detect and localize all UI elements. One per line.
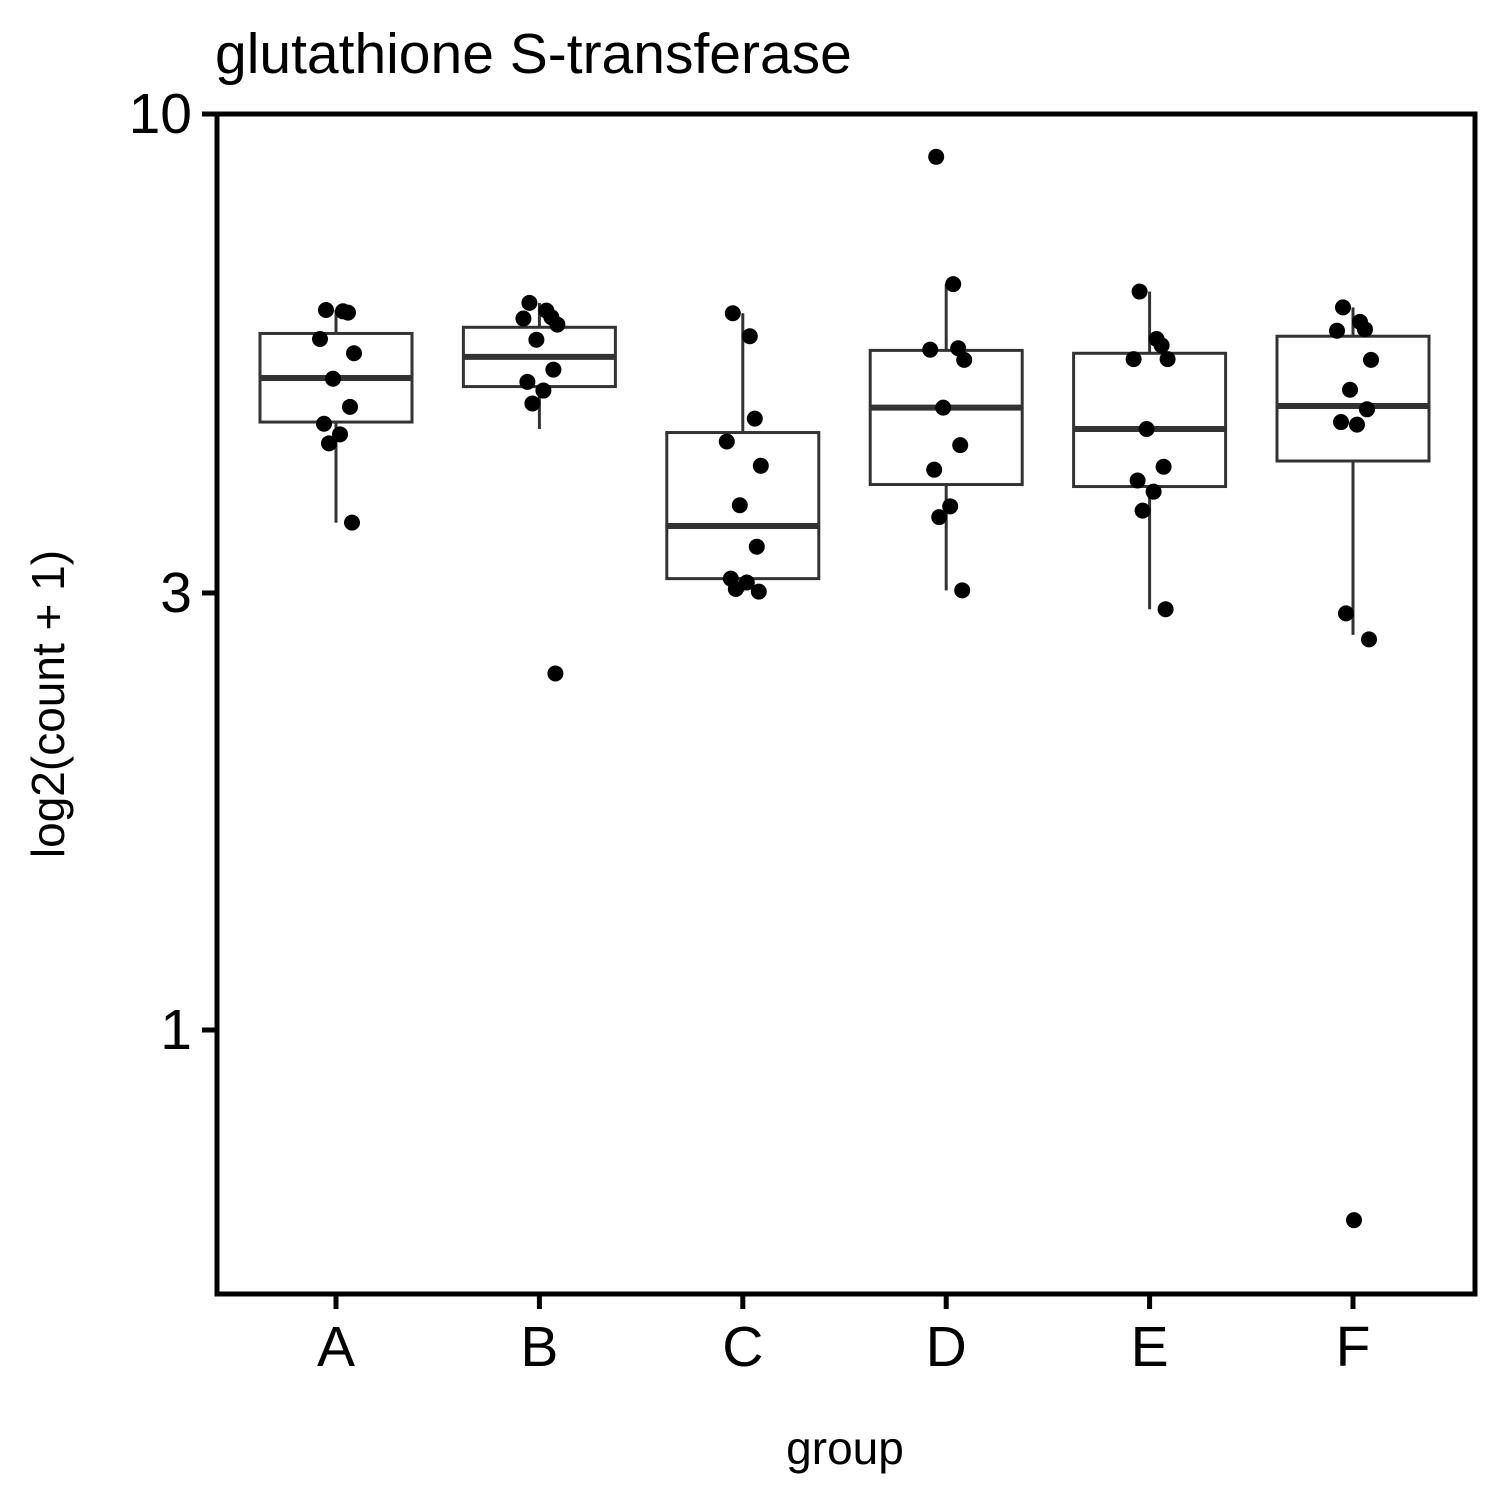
data-point: [935, 399, 952, 416]
data-point: [1153, 337, 1170, 354]
data-point: [547, 665, 564, 682]
data-point: [954, 582, 971, 599]
x-tick-label: D: [926, 1315, 967, 1379]
x-tick-label: B: [520, 1315, 558, 1379]
data-point: [1125, 351, 1142, 368]
box-group-c: [665, 313, 821, 592]
box-group-e: [1072, 291, 1228, 610]
box-group-f: [1275, 307, 1431, 635]
data-point: [731, 497, 748, 514]
data-point: [316, 415, 332, 432]
plot-content: [258, 148, 1431, 1229]
data-point: [1342, 381, 1358, 398]
data-point: [750, 583, 767, 600]
data-point: [549, 316, 566, 333]
data-point: [312, 331, 328, 348]
chart-title: glutathione S-transferase: [215, 22, 852, 86]
data-point: [741, 328, 758, 345]
iqr-box: [1275, 334, 1431, 463]
plot-panel-border: [214, 111, 1478, 1297]
data-point: [1346, 1212, 1362, 1229]
data-point: [1145, 483, 1162, 500]
data-point: [1333, 414, 1349, 431]
x-tick-label: E: [1131, 1315, 1169, 1379]
data-point: [1159, 351, 1176, 368]
y-axis-title: log2(count + 1): [22, 550, 74, 858]
data-point: [535, 382, 552, 399]
data-point: [922, 341, 939, 358]
data-point: [1134, 502, 1151, 519]
data-point: [1157, 601, 1174, 618]
data-point: [942, 498, 959, 515]
iqr-box: [868, 348, 1024, 487]
x-tick-label: A: [317, 1315, 355, 1379]
data-point: [746, 410, 763, 427]
x-tick-label: C: [722, 1315, 763, 1379]
data-point: [945, 276, 962, 293]
data-point: [1349, 416, 1365, 433]
iqr-box: [1072, 351, 1228, 489]
points-group-c: [718, 305, 769, 600]
data-point: [340, 304, 356, 321]
data-point: [928, 148, 945, 165]
data-point: [332, 426, 348, 443]
data-point: [545, 361, 562, 378]
data-point: [1359, 401, 1375, 418]
points-group-d: [922, 148, 973, 599]
data-point: [321, 435, 337, 452]
data-point: [515, 310, 532, 327]
data-point: [1155, 458, 1172, 475]
points-group-b: [515, 294, 566, 682]
data-point: [1138, 421, 1155, 438]
data-point: [1363, 351, 1379, 368]
data-point: [1361, 631, 1377, 648]
data-point: [342, 398, 358, 415]
data-point: [325, 370, 341, 387]
data-point: [519, 373, 536, 390]
x-axis-title: group: [786, 1422, 904, 1474]
points-group-a: [312, 301, 362, 531]
y-axis: 1 3 10: [129, 82, 217, 1062]
data-point: [1129, 472, 1146, 489]
data-point: [1338, 605, 1354, 622]
x-tick-label: F: [1336, 1315, 1371, 1379]
x-axis: A B C D E F: [317, 1294, 1370, 1379]
y-tick-label: 3: [160, 561, 192, 625]
data-point: [1357, 321, 1373, 338]
points-group-e: [1125, 283, 1176, 618]
data-point: [931, 509, 948, 526]
y-tick-label: 1: [160, 998, 192, 1062]
points-group-f: [1329, 299, 1379, 1229]
data-point: [521, 294, 538, 311]
data-point: [528, 331, 545, 348]
box-group-a: [258, 309, 414, 523]
data-point: [1329, 322, 1345, 339]
data-point: [727, 580, 744, 597]
data-point: [748, 538, 765, 555]
data-point: [524, 395, 541, 412]
y-tick-label: 10: [129, 82, 192, 146]
data-point: [1335, 299, 1351, 316]
data-point: [956, 351, 973, 368]
data-point: [724, 305, 741, 322]
data-point: [926, 461, 943, 478]
data-point: [752, 457, 769, 474]
data-point: [344, 514, 360, 531]
data-point: [1131, 283, 1148, 300]
data-point: [718, 433, 735, 450]
data-point: [346, 345, 362, 362]
data-point: [952, 437, 969, 454]
box-group-b: [461, 302, 617, 430]
box-group-d: [868, 284, 1024, 591]
data-point: [318, 301, 334, 318]
